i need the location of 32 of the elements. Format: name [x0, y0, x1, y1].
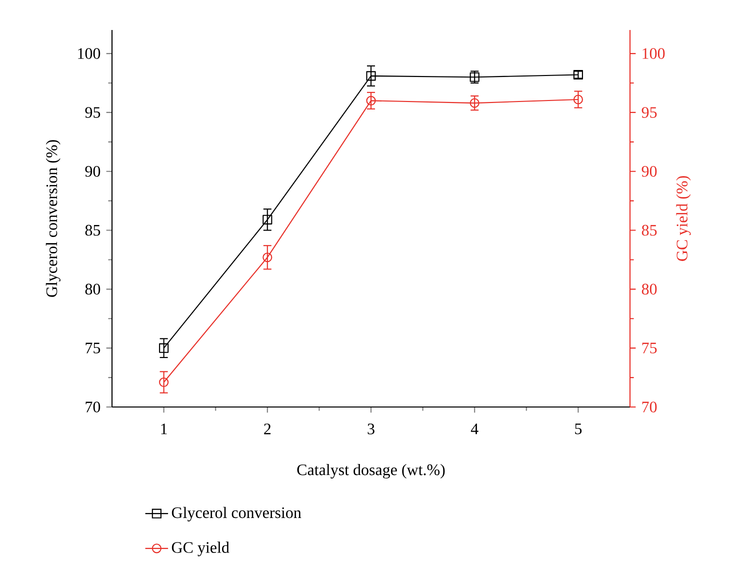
y-tick-label: 75 [86, 342, 100, 354]
point [159, 343, 169, 353]
y-axis-title: Glycerol conversion (%) [46, 140, 60, 297]
x-tick-label: 1 [161, 424, 167, 434]
legend-label: Glycerol conversion [172, 506, 302, 522]
point [262, 214, 272, 224]
y2-tick-label: 90 [642, 166, 657, 177]
x-tick-label: 4 [470, 424, 478, 434]
y2-tick-label: 75 [642, 342, 657, 354]
point [262, 252, 272, 262]
point [366, 71, 376, 81]
y2-tick-label: 80 [642, 284, 657, 295]
y-tick-label: 90 [85, 166, 100, 177]
y2-tick-label: 95 [642, 107, 657, 118]
y2-axis-title: GC yield (%) [676, 176, 691, 261]
x-tick-label: 3 [368, 424, 374, 434]
y-tick-label: 100 [78, 48, 100, 59]
point [159, 377, 169, 388]
y2-tick-label: 100 [642, 48, 665, 59]
point [573, 94, 583, 104]
y2-tick-label: 70 [642, 402, 657, 412]
point [366, 96, 376, 106]
legend-label: GC yield [172, 542, 230, 556]
x-axis-title: Catalyst dosage (wt.%) [297, 464, 445, 479]
point [470, 98, 480, 108]
y2-tick-label: 85 [642, 224, 657, 236]
x-tick-label: 2 [264, 424, 271, 434]
y-tick-label: 95 [85, 107, 100, 118]
y-tick-label: 70 [86, 402, 100, 412]
y-tick-label: 85 [85, 224, 100, 236]
y-tick-label: 80 [85, 284, 100, 295]
x-tick-label: 5 [575, 424, 582, 434]
